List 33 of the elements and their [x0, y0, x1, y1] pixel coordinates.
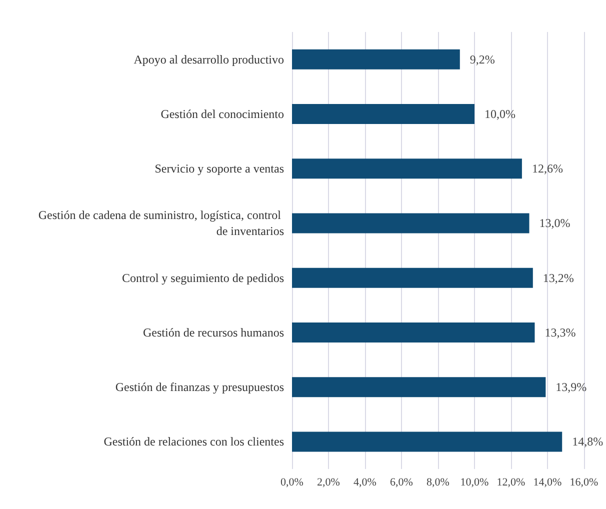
x-tick-label: 8,0% — [426, 476, 450, 488]
y-tick-label: Apoyo al desarrollo productivo — [134, 52, 284, 66]
y-tick-label: Gestión de recursos humanos — [143, 325, 284, 340]
data-label: 13,0% — [539, 216, 570, 230]
data-label: 10,0% — [484, 106, 516, 121]
y-tick-label: Servicio y soporte a ventas — [154, 162, 284, 176]
x-tick-label: 12,0% — [496, 476, 526, 488]
bar — [292, 377, 546, 398]
y-tick-label: Gestión de finanzas y presupuestos — [115, 380, 284, 394]
x-tick-label: 6,0% — [390, 476, 413, 488]
bar — [292, 158, 522, 179]
bar — [292, 104, 474, 124]
data-label: 14,8% — [572, 434, 604, 449]
x-tick-label: 16,0% — [570, 476, 598, 488]
y-tick-label: Gestión de relaciones con los clientes — [104, 434, 284, 449]
bar — [292, 268, 533, 288]
y-tick-label: Control y seguimiento de pedidos — [122, 270, 284, 285]
data-label: 9,2% — [470, 52, 495, 66]
data-label: 13,2% — [542, 270, 574, 285]
bar — [292, 213, 530, 234]
x-tick-label: 4,0% — [354, 476, 376, 488]
x-tick-label: 14,0% — [533, 476, 562, 488]
x-tick-label: 2,0% — [317, 476, 340, 488]
data-label: 13,9% — [556, 380, 587, 394]
data-label: 13,3% — [544, 325, 576, 340]
data-label: 12,6% — [532, 162, 563, 176]
x-tick-label: 0,0% — [280, 476, 304, 488]
y-tick-label: Gestión del conocimiento — [160, 106, 284, 121]
bar — [292, 432, 562, 452]
x-tick-label: 10,0% — [460, 476, 489, 488]
y-tick-label: Gestión de cadena de suministro, logística, control de inventarios — [38, 208, 284, 238]
bar — [292, 322, 535, 342]
bar — [292, 49, 460, 70]
